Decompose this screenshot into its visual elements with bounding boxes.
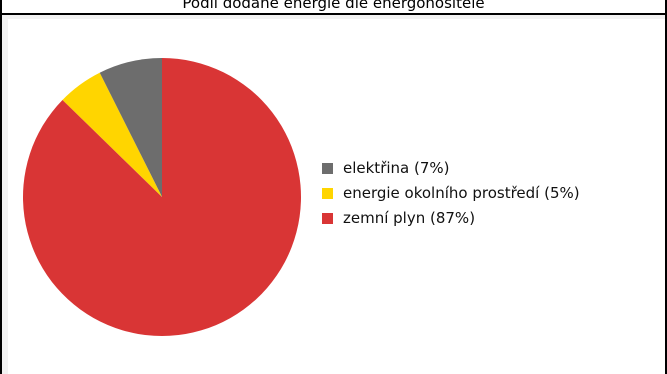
chart-title: Podíl dodané energie dle energonositele <box>182 0 485 12</box>
legend-label-1: elektřina (7%) <box>343 159 450 177</box>
legend-label-3: zemní plyn (87%) <box>343 209 475 227</box>
pie-slice-2 <box>62 72 163 197</box>
legend-swatch-2 <box>322 188 333 199</box>
legend: elektřina (7%) energie okolního prostředí… <box>322 159 580 227</box>
chart-panel: elektřina (7%) energie okolního prostředí… <box>8 19 665 374</box>
pie-slice-1 <box>99 58 162 197</box>
pie-chart: elektřina (7%) energie okolního prostředí… <box>23 58 580 336</box>
legend-label-2: energie okolního prostředí (5%) <box>343 184 580 202</box>
legend-swatch-1 <box>322 163 333 174</box>
pie-slice-3 <box>23 58 302 336</box>
pie-slices <box>23 58 302 336</box>
legend-swatch-3 <box>322 213 333 224</box>
chart-header: Podíl dodané energie dle energonositele <box>2 0 665 15</box>
